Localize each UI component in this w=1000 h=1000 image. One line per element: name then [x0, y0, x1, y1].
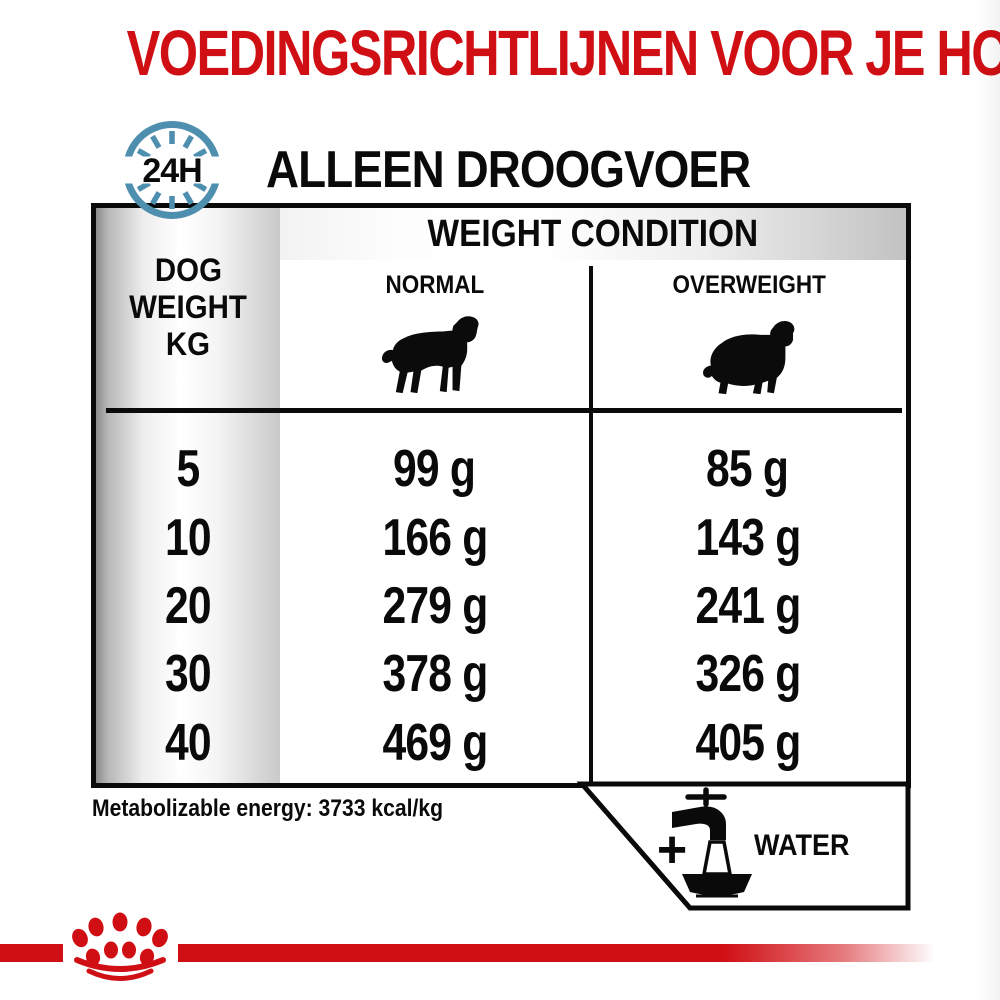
brand-bar-right: [178, 944, 935, 962]
table-row: 5 99 g 85 g: [96, 439, 906, 499]
dog-weight-column-header: DOG WEIGHT KG: [96, 208, 280, 783]
overweight-ration-value: 326 g: [695, 645, 801, 704]
dog-weight-value: 20: [165, 576, 212, 635]
brand-bar-left: [0, 944, 63, 962]
overweight-ration-value: 143 g: [695, 508, 801, 567]
weight-condition-header: WEIGHT CONDITION: [280, 208, 906, 260]
page-title: VOEDINGSRICHTLIJNEN VOOR JE HOND: [126, 17, 1000, 89]
plus-sign: +: [656, 821, 688, 879]
subtitle: ALLEEN DROOGVOER: [266, 141, 751, 199]
overweight-ration-value: 85 g: [706, 440, 789, 499]
normal-ration-value: 99 g: [393, 440, 476, 499]
water-panel: [576, 781, 911, 911]
normal-dog-icon: [381, 316, 479, 394]
page-edge-shadow: [978, 0, 1000, 1000]
column-label-overweight: OVERWEIGHT: [672, 270, 827, 299]
header-separator: [106, 408, 902, 413]
royal-canin-paw-logo: [72, 912, 168, 981]
metabolizable-energy-note: Metabolizable energy: 3733 kcal/kg: [92, 795, 443, 822]
overweight-ration-value: 241 g: [695, 576, 801, 635]
normal-ration-value: 378 g: [382, 645, 488, 704]
dog-weight-value: 5: [176, 440, 201, 499]
table-rows: 5 99 g 85 g 10 166 g 143 g 20 279 g 241 …: [96, 413, 906, 783]
table-row: 20 279 g 241 g: [96, 576, 906, 636]
dog-weight-value: 30: [165, 645, 212, 704]
normal-ration-value: 279 g: [382, 576, 488, 635]
column-label-normal: NORMAL: [385, 270, 484, 299]
dog-weight-value: 10: [165, 508, 212, 567]
table-row: 30 378 g 326 g: [96, 644, 906, 704]
dog-weight-value: 40: [165, 713, 212, 772]
row-header-line: KG: [165, 326, 211, 362]
table-row: 40 469 g 405 g: [96, 713, 906, 773]
table-row: 10 166 g 143 g: [96, 508, 906, 568]
normal-ration-value: 469 g: [382, 713, 488, 772]
column-divider: [589, 266, 593, 783]
normal-ration-value: 166 g: [382, 508, 488, 567]
row-header-line: WEIGHT: [129, 289, 247, 325]
water-label: WATER: [754, 829, 850, 862]
feeding-table: DOG WEIGHT KG WEIGHT CONDITION NORMAL OV…: [91, 203, 911, 788]
clock-label: 24H: [142, 152, 201, 190]
water-tap-bowl-icon: [672, 787, 752, 898]
24h-clock-icon: 24H: [122, 121, 222, 219]
overweight-dog-icon: [703, 320, 795, 395]
row-header-line: DOG: [154, 252, 222, 288]
overweight-ration-value: 405 g: [695, 713, 801, 772]
